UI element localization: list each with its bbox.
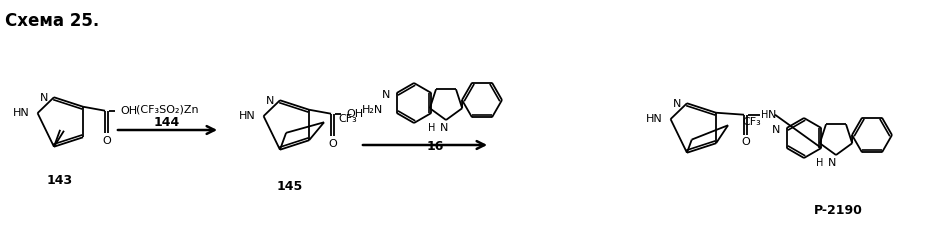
Text: H₂N: H₂N (362, 105, 382, 115)
Text: P-2190: P-2190 (814, 203, 863, 216)
Text: N: N (265, 96, 274, 106)
Text: OH: OH (346, 109, 363, 119)
Text: O: O (102, 136, 110, 146)
Text: 145: 145 (277, 180, 303, 194)
Text: N: N (828, 158, 836, 168)
Text: N: N (440, 123, 448, 133)
Text: 16: 16 (427, 140, 444, 153)
Text: O: O (329, 139, 337, 149)
Text: N: N (672, 99, 681, 109)
Text: O: O (741, 137, 750, 147)
Text: (CF₃SO₂)Zn: (CF₃SO₂)Zn (136, 105, 198, 115)
Text: H: H (762, 110, 768, 120)
Text: CF₃: CF₃ (742, 117, 761, 127)
Text: HN: HN (646, 114, 663, 124)
Text: N: N (40, 93, 48, 103)
Text: Схема 25.: Схема 25. (5, 12, 99, 30)
Text: CF₃: CF₃ (338, 114, 357, 124)
Text: N: N (767, 110, 776, 120)
Text: 143: 143 (47, 173, 73, 187)
Text: 144: 144 (154, 117, 180, 130)
Text: HN: HN (239, 111, 256, 121)
Text: N: N (382, 90, 391, 100)
Text: H: H (429, 123, 436, 133)
Text: OH: OH (120, 106, 137, 116)
Text: HN: HN (13, 108, 29, 118)
Text: N: N (772, 125, 781, 135)
Text: H: H (817, 158, 824, 168)
